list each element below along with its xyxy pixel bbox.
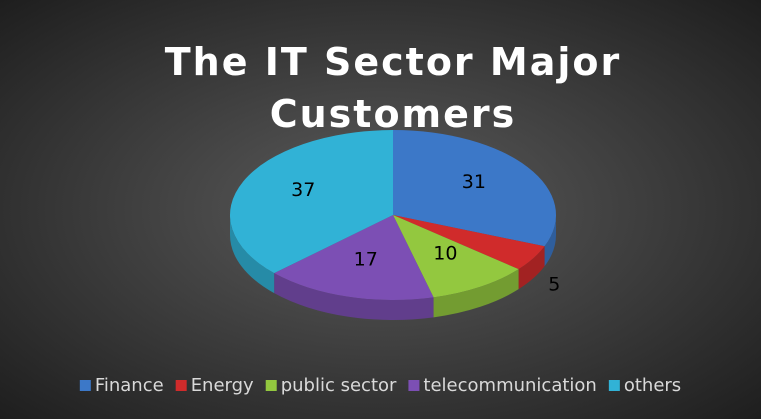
slice-side: [230, 215, 275, 294]
chart-title: The IT Sector Major Customers: [164, 40, 622, 136]
legend-swatch: [79, 380, 91, 391]
slice: [274, 215, 434, 300]
legend-label: Finance: [95, 375, 164, 396]
data-label: 31: [462, 171, 486, 193]
slice-side: [274, 273, 434, 320]
legend-swatch: [265, 380, 277, 391]
legend-label: telecommunication: [423, 375, 596, 396]
legend-swatch: [608, 380, 620, 391]
data-label: 10: [433, 243, 457, 265]
legend-swatch: [408, 380, 420, 391]
slice-side: [544, 215, 556, 267]
slice: [393, 215, 519, 298]
data-label: 5: [548, 273, 560, 295]
legend-label: Energy: [191, 375, 254, 396]
slice: [230, 130, 393, 274]
legend-swatch: [175, 380, 187, 391]
legend-label: others: [624, 375, 681, 396]
slice-side: [433, 269, 519, 318]
slice: [393, 215, 545, 270]
slice-side: [518, 246, 545, 290]
data-label: 17: [354, 248, 378, 270]
slice: [393, 130, 556, 247]
data-label: 37: [291, 179, 315, 201]
legend-label: public sector: [281, 375, 397, 396]
